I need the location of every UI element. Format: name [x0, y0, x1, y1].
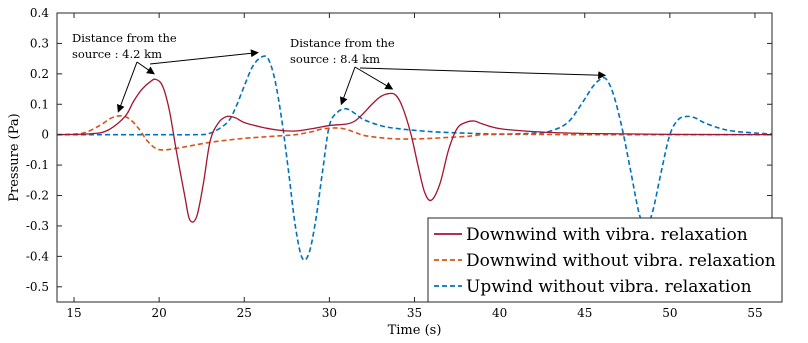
y-tick-label: -0.1	[26, 158, 49, 172]
x-tick-label: 55	[747, 306, 762, 320]
x-tick-label: 50	[662, 306, 677, 320]
series-line-2	[56, 114, 772, 151]
y-tick-label: -0.2	[26, 189, 49, 203]
x-tick-label: 45	[577, 306, 592, 320]
annotation-arrow	[117, 61, 138, 113]
legend-box	[427, 217, 783, 303]
legend-label-2: Downwind without vibra. relaxation	[466, 251, 776, 271]
annotation-layer: Distance from the source : 4.2 km Distan…	[72, 31, 607, 113]
annotation-2-line-1: Distance from the	[290, 36, 395, 50]
x-tick-label: 30	[322, 306, 337, 320]
legend-label-1: Downwind with vibra. relaxation	[466, 225, 748, 245]
y-tick-label: -0.5	[26, 280, 49, 294]
y-tick-label: 0.2	[30, 67, 49, 81]
annotation-1-line-2: source : 4.2 km	[72, 47, 162, 61]
annotation-arrow	[354, 66, 394, 90]
x-tick-label: 15	[66, 306, 81, 320]
annotation-arrow	[339, 66, 356, 106]
annotation-arrow	[136, 61, 155, 75]
y-tick-label: -0.4	[26, 249, 50, 263]
y-tick-label: -0.3	[26, 219, 49, 233]
y-tick-label: 0.3	[30, 36, 49, 50]
x-tick-label: 20	[152, 306, 167, 320]
x-tick-label: 35	[407, 306, 422, 320]
annotation-2-line-2: source : 8.4 km	[290, 52, 380, 66]
x-tick-label: 25	[237, 306, 252, 320]
y-axis-label: Pressure (Pa)	[7, 113, 22, 201]
x-tick-label: 40	[492, 306, 507, 320]
annotation-1-line-1: Distance from the	[72, 31, 177, 45]
annotation-arrow	[359, 67, 607, 80]
y-tick-label: 0.4	[30, 6, 49, 20]
series-line-1	[56, 78, 773, 223]
annotation-arrow	[149, 49, 259, 65]
legend: Downwind with vibra. relaxation Downwind …	[427, 217, 783, 303]
y-tick-label: 0	[41, 128, 49, 142]
x-axis-label: Time (s)	[388, 323, 442, 338]
series-line-3	[57, 55, 773, 261]
series-layer	[56, 55, 773, 261]
legend-label-3: Upwind without vibra. relaxation	[466, 277, 752, 297]
y-tick-label: 0.1	[30, 97, 49, 111]
